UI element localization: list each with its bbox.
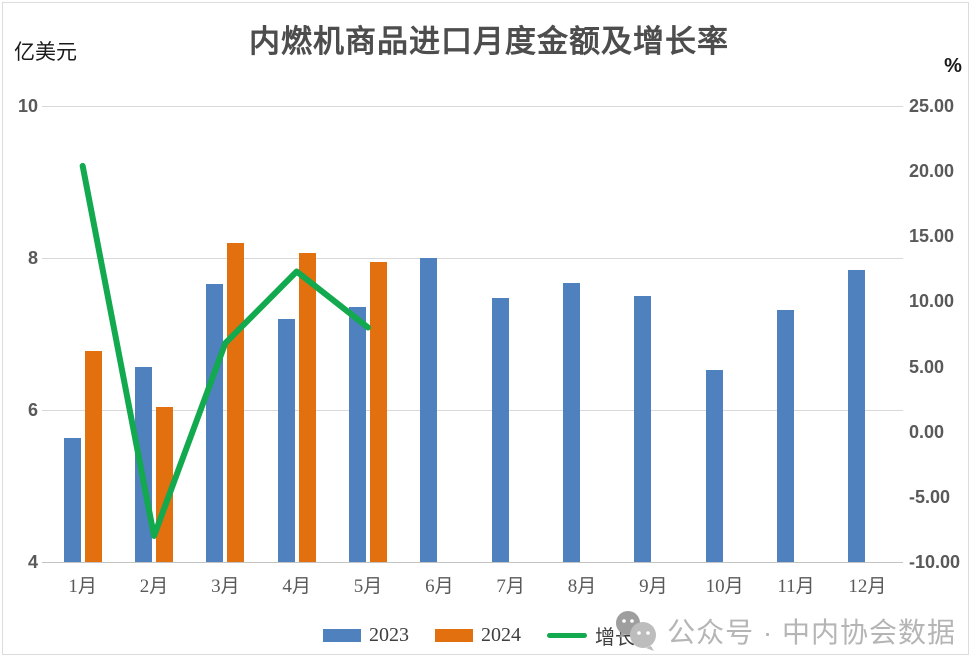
x-axis-label-6月: 6月 [425,576,454,597]
left-axis-tick-label: 6 [27,400,38,420]
left-axis-unit-label: 亿美元 [14,40,77,64]
legend-label-2024: 2024 [481,624,521,646]
x-axis-label-3月: 3月 [211,576,240,597]
legend-item-2024: 2024 [435,624,521,647]
bar-2023-9月 [634,296,652,562]
right-axis-tick-label: -5.00 [909,486,951,507]
right-axis-tick-label: 0.00 [909,421,945,442]
x-axis-line [42,562,903,563]
bar-2023-8月 [563,283,580,562]
bar-2023-12月 [848,270,866,562]
x-axis-label-4月: 4月 [282,576,311,597]
x-axis-label-1月: 1月 [68,576,97,597]
left-axis-tick-label: 8 [27,248,38,268]
chart-title: 内燃机商品进口月度金额及增长率 [249,24,729,59]
watermark: 公众号 · 中内协会数据 [613,606,956,656]
growth-line-layer [79,162,371,539]
bar-2023-10月 [705,369,723,562]
x-axis-label-2月: 2月 [139,576,169,597]
bar-2024-1月 [84,351,102,562]
bar-2023-1月 [63,438,81,562]
right-axis-tick-label: 15.00 [909,226,955,247]
watermark-text: 公众号 · 中内协会数据 [667,617,956,648]
bar-2024-5月 [370,261,387,562]
wechat-icon [616,611,657,651]
left-axis-tick-label: 10 [17,96,38,116]
bar-2023-7月 [491,298,509,562]
right-axis-tick-label: 20.00 [909,161,955,182]
x-axis-label-12月: 12月 [848,576,887,597]
x-axis-label-11月: 11月 [777,576,815,597]
legend-item-2023: 2023 [323,624,409,647]
bar-2023-4月 [277,318,295,562]
gridline [42,106,903,107]
bar-2024-4月 [298,252,316,562]
x-axis-label-9月: 9月 [639,576,668,597]
right-axis-tick-label: -10.00 [909,552,961,572]
legend-swatch-2023 [323,629,361,642]
bar-2023-11月 [777,310,794,562]
right-axis-tick-label: 10.00 [909,291,955,312]
bar-2023-6月 [420,258,438,562]
x-axis-label-8月: 8月 [567,576,597,597]
legend-line-growth [547,633,587,638]
legend-swatch-2024 [435,629,473,642]
left-axis-tick-label: 4 [27,552,38,572]
bar-2024-3月 [227,242,245,562]
growth-line [79,162,371,539]
x-axis-label-5月: 5月 [353,576,383,597]
gridline [42,410,903,411]
bar-2023-5月 [349,306,366,562]
legend-label-2023: 2023 [369,624,409,646]
x-axis-label-10月: 10月 [705,576,744,597]
right-axis-tick-label: 25.00 [909,96,955,116]
gridline [42,258,903,259]
right-axis-unit-label: % [944,55,962,77]
chart-border [2,2,969,655]
plot-area [42,106,903,563]
right-axis-tick-label: 5.00 [909,356,945,377]
x-axis-label-7月: 7月 [496,576,525,597]
